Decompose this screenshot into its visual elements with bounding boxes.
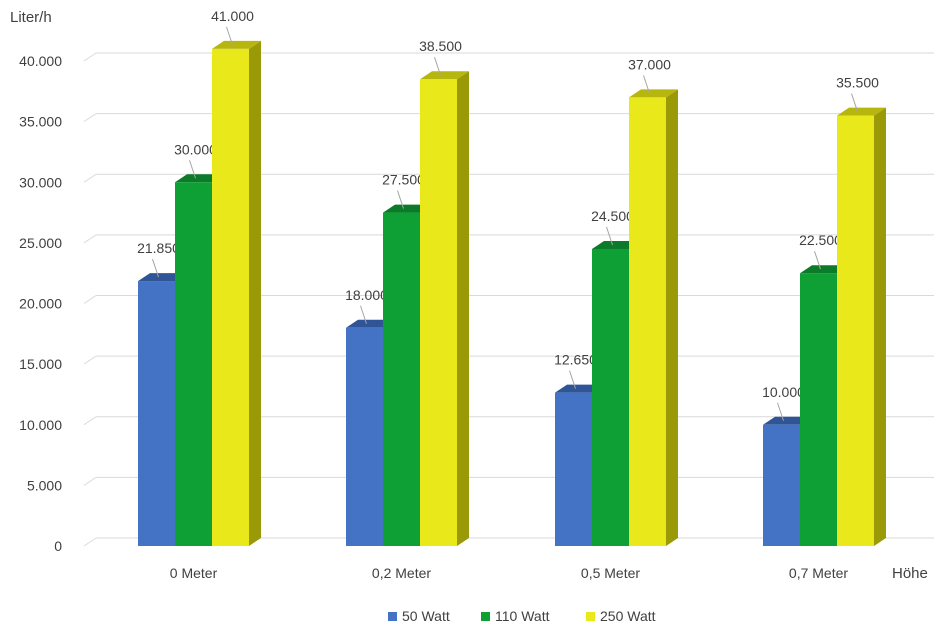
leader-line: [226, 26, 233, 46]
leader-line: [851, 93, 858, 112]
leader-line: [360, 305, 367, 324]
gridline-diagonal: [83, 537, 97, 547]
data-label: 22.500: [799, 232, 842, 248]
legend-swatch: [586, 612, 595, 621]
data-label: 27.500: [382, 172, 425, 188]
leader-line: [606, 226, 613, 246]
x-category-label: 0,7 Meter: [789, 565, 848, 581]
legend-label: 250 Watt: [600, 608, 656, 624]
legend: 50 Watt 110 Watt 250 Watt: [388, 608, 656, 624]
bar-front: [383, 212, 420, 546]
y-tick-label: 20.000: [19, 296, 62, 312]
y-tick-label: 0: [54, 538, 62, 554]
y-tick-label: 10.000: [19, 417, 62, 433]
gridline-diagonal: [83, 113, 97, 123]
data-label: 18.000: [345, 287, 388, 303]
bar-side: [874, 107, 886, 546]
bar-top: [420, 71, 469, 80]
y-axis-ticks: 0 5.000 10.000 15.000 20.000 25.000 30.000 35.0…: [19, 53, 62, 554]
gridline-diagonal: [83, 234, 97, 244]
bars: 21.850 18.000 12.650 10.000 30.000 27.500 24.5…: [137, 8, 886, 546]
data-label: 37.000: [628, 56, 671, 72]
gridline-diagonal: [83, 173, 97, 183]
bar-front: [629, 97, 666, 546]
bar: 41.000: [211, 8, 261, 546]
bar-front: [175, 182, 212, 546]
bar-front: [555, 392, 592, 546]
gridline-diagonal: [83, 52, 97, 62]
data-label: 30.000: [174, 141, 217, 157]
gridline-diagonal: [83, 355, 97, 365]
bar-top: [138, 273, 187, 282]
leader-line: [777, 402, 784, 421]
y-tick-label: 25.000: [19, 235, 62, 251]
bar-top: [837, 107, 886, 116]
x-category-label: 0 Meter: [170, 565, 218, 581]
bar-top: [629, 89, 678, 98]
leader-line: [152, 258, 159, 278]
bar-top: [346, 319, 395, 328]
bar: 37.000: [628, 56, 678, 546]
leader-line: [569, 370, 576, 389]
legend-label: 110 Watt: [495, 608, 550, 624]
bar-front: [837, 115, 874, 546]
bar-top: [800, 265, 849, 274]
bar-side: [457, 71, 469, 546]
data-label: 12.650: [554, 352, 597, 368]
bar-front: [420, 79, 457, 546]
bar-top: [592, 240, 641, 249]
bar: 38.500: [419, 38, 469, 546]
bar-front: [592, 248, 629, 546]
bar-top: [212, 40, 261, 49]
y-tick-label: 5.000: [27, 477, 62, 493]
x-axis-categories: 0 Meter 0,2 Meter 0,5 Meter 0,7 Meter: [170, 565, 849, 581]
bar-top: [763, 416, 812, 425]
bar-front: [138, 281, 175, 546]
leader-line: [643, 75, 650, 94]
bar-top: [175, 174, 224, 183]
y-tick-label: 40.000: [19, 53, 62, 69]
bar-front: [346, 327, 383, 546]
legend-swatch: [388, 612, 397, 621]
bar: 35.500: [836, 75, 886, 546]
bar-top: [383, 204, 432, 213]
leader-line: [189, 160, 196, 179]
y-tick-label: 15.000: [19, 356, 62, 372]
bar-front: [212, 48, 249, 546]
leader-line: [397, 190, 404, 209]
x-category-label: 0,2 Meter: [372, 565, 431, 581]
y-tick-label: 30.000: [19, 174, 62, 190]
y-tick-label: 35.000: [19, 114, 62, 130]
gridline-diagonal: [83, 295, 97, 304]
leader-line: [434, 57, 441, 76]
bar-front: [763, 424, 800, 546]
legend-label: 50 Watt: [402, 608, 450, 624]
x-axis-label: Höhe: [892, 565, 928, 582]
y-axis-label: Liter/h: [10, 9, 52, 26]
data-label: 41.000: [211, 8, 254, 24]
data-label: 21.850: [137, 240, 180, 256]
data-label: 24.500: [591, 208, 634, 224]
data-label: 35.500: [836, 75, 879, 91]
gridline-diagonal: [83, 476, 97, 486]
bar-top: [555, 384, 604, 393]
bar-side: [666, 89, 678, 546]
bar-side: [249, 40, 261, 546]
bar-front: [800, 273, 837, 546]
data-label: 10.000: [762, 384, 805, 400]
legend-swatch: [481, 612, 490, 621]
x-category-label: 0,5 Meter: [581, 565, 640, 581]
gridline-diagonal: [83, 416, 97, 426]
leader-line: [814, 251, 821, 270]
data-label: 38.500: [419, 38, 462, 54]
